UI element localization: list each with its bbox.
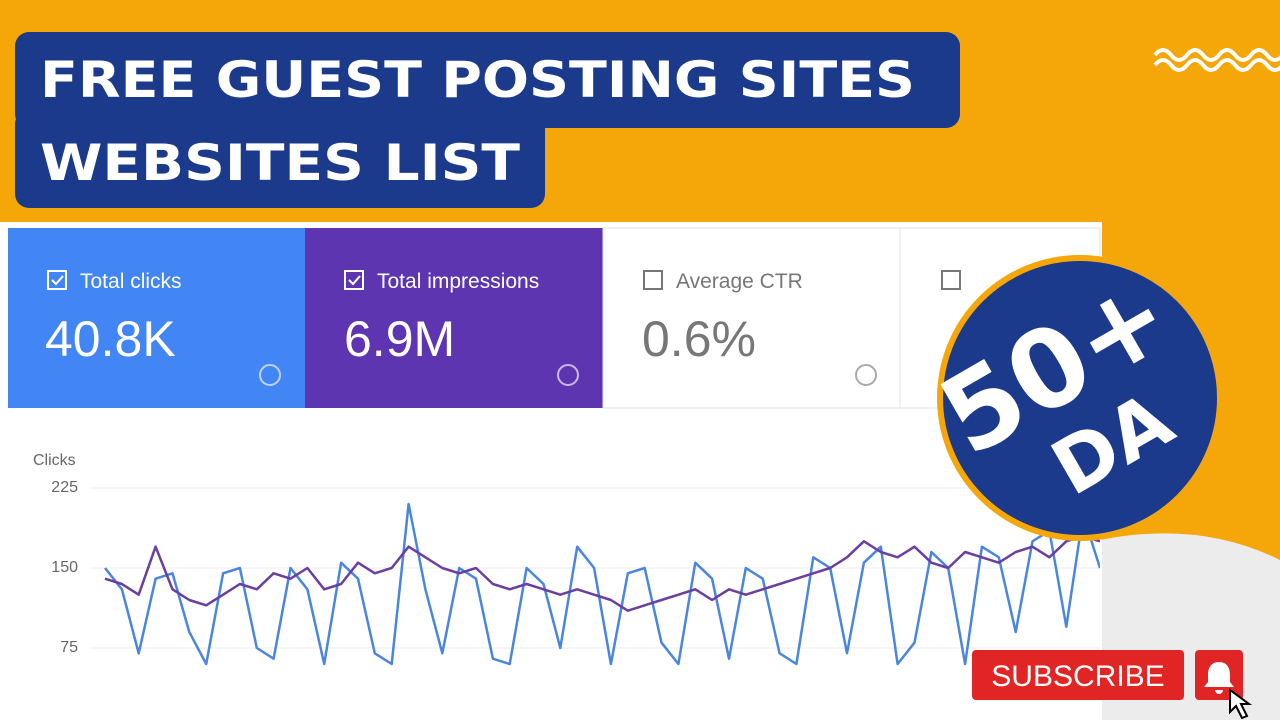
cursor-icon [1229, 688, 1253, 720]
card-ctr [602, 227, 901, 409]
y-tick-label: 225 [51, 479, 78, 496]
title: WEBSITES LIST [40, 134, 520, 192]
card-label: Total clicks [80, 270, 182, 293]
checkboxes [47, 270, 961, 290]
card-label: Total impressions [377, 270, 539, 293]
title-box [15, 110, 545, 208]
series-line [104, 502, 1100, 666]
help-icons [259, 364, 877, 386]
card-clicks [8, 228, 305, 408]
subscribe-button[interactable] [972, 650, 1184, 700]
plot [90, 487, 1100, 666]
card-label: Average CTR [676, 270, 803, 293]
subscribe-label: SUBSCRIBE [991, 660, 1164, 693]
bell-icon [1204, 662, 1234, 694]
card-impressions [305, 228, 603, 408]
y-tick-label: 150 [51, 559, 78, 576]
y-tick-label: 75 [60, 639, 78, 656]
title-box [15, 32, 960, 128]
card-value: 0.6% [642, 311, 756, 367]
card-value: 40.8K [45, 311, 176, 367]
badge [937, 255, 1223, 541]
title: FREE GUEST POSTING SITES [40, 51, 915, 109]
card-value: 6.9M [344, 311, 455, 367]
wave-decoration [1153, 48, 1280, 72]
y-axis-label: Clicks [33, 452, 76, 469]
series-line [104, 534, 1100, 612]
